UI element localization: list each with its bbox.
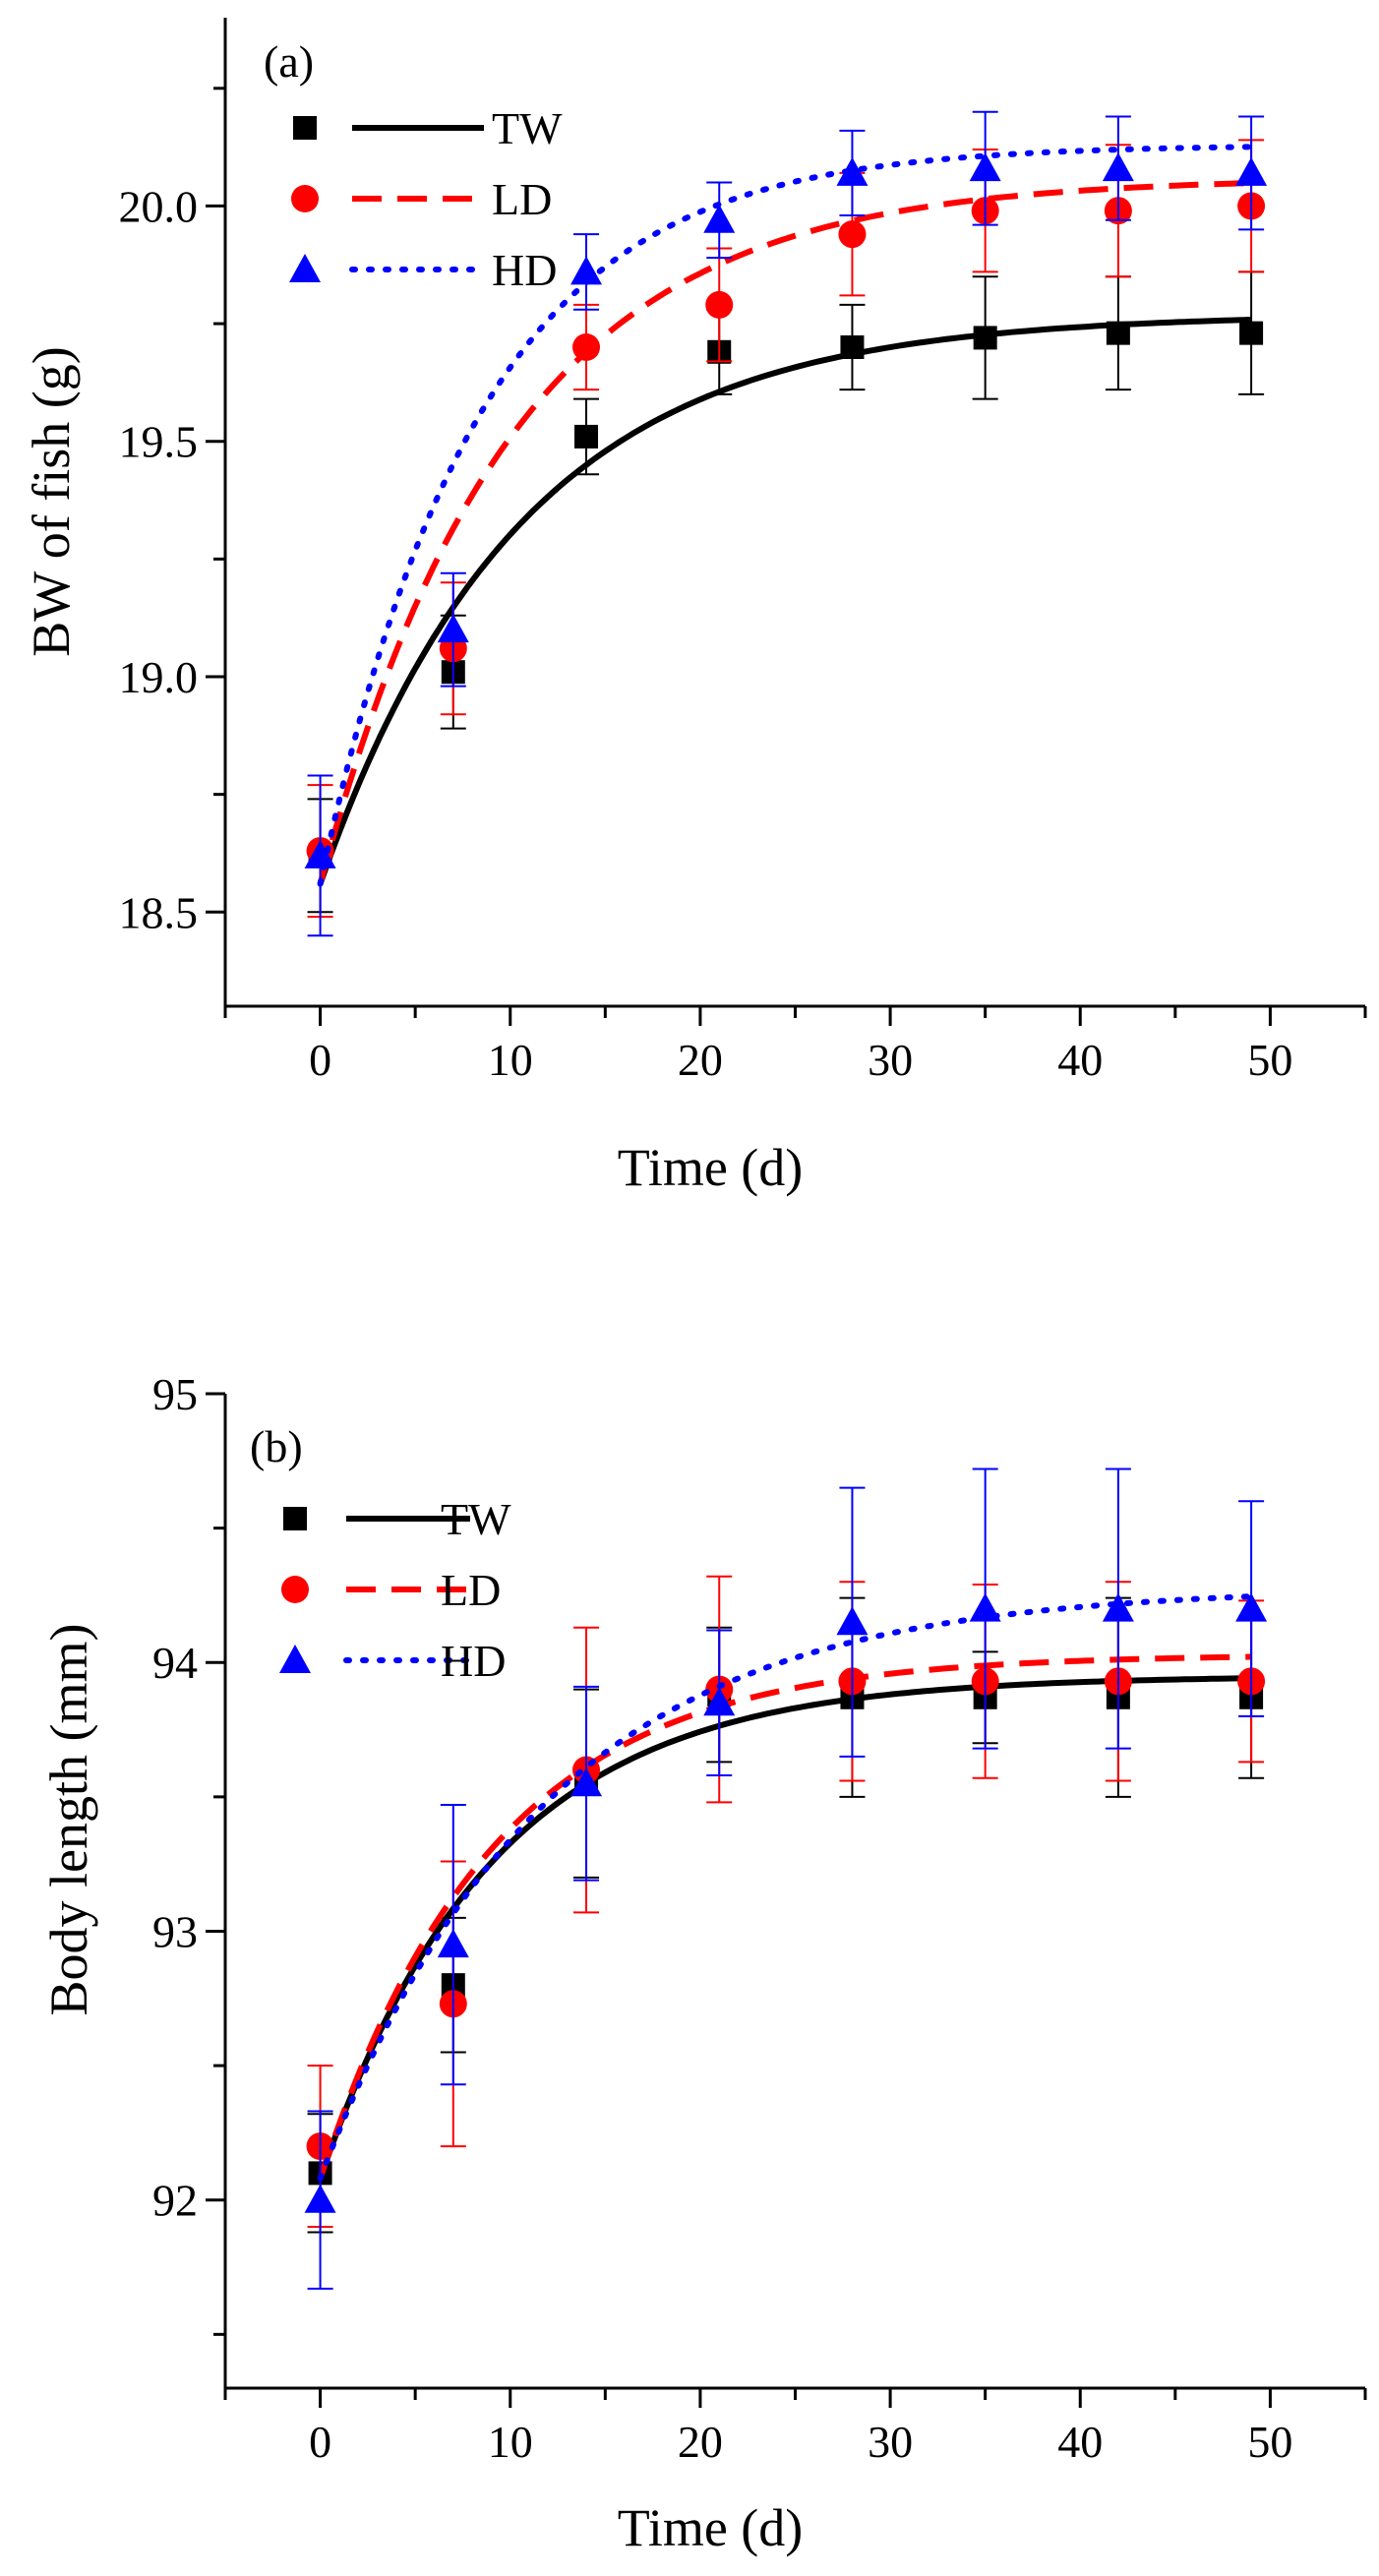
panel-a-legend-hd-marker [289, 254, 321, 282]
panel-a-hd-data-point [969, 152, 1001, 182]
panel-b: (b) Time (d) Body length (mm) 0 10 20 30 40 5… [39, 1369, 1367, 2557]
panel-a-tw-data-point [840, 335, 865, 359]
panel-a-legend: TW LD HD [289, 103, 563, 295]
panel-a-tw-data-point [574, 424, 599, 449]
panel-b-y-tick-label: 94 [152, 1638, 198, 1688]
panel-a-tw-data-point [1239, 321, 1264, 345]
panel-a-legend-ld-marker [291, 185, 319, 212]
panel-a-legend-tw-label: TW [492, 103, 563, 153]
panel-a: (a) Time (d) BW of fish (g) 0 10 20 30 40 50 1… [22, 18, 1367, 1197]
panel-a-x-tick-label: 30 [868, 1035, 913, 1085]
panel-b-legend-ld-label: LD [441, 1565, 501, 1615]
panel-a-hd-data-point [836, 156, 869, 186]
panel-a-y-tick-label: 20.0 [119, 181, 199, 231]
panel-b-legend-tw-marker [283, 1507, 307, 1530]
panel-a-x-tick-label: 20 [678, 1035, 723, 1085]
panel-a-x-axis-title: Time (d) [618, 1138, 804, 1197]
panel-a-hd-data-point [1102, 152, 1134, 182]
panel-a-hd-data-point [703, 204, 736, 233]
panel-a-hd-data-point [570, 256, 603, 285]
panel-b-y-tick-label: 95 [152, 1369, 198, 1419]
panel-b-label: (b) [250, 1421, 303, 1471]
panel-b-x-tick-label: 50 [1247, 2417, 1292, 2467]
panel-b-hd-data-point [1102, 1592, 1134, 1622]
panel-a-tw-fit-line [317, 317, 1252, 885]
panel-a-y-tick-label: 19.5 [119, 417, 199, 467]
panel-b-hd-data-point [836, 1606, 869, 1636]
panel-a-y-axis-title: BW of fish (g) [22, 346, 81, 656]
panel-b-hd-data-point [437, 1929, 469, 1958]
panel-b-hd-data-point [304, 2184, 336, 2213]
panel-a-tw-data-point [1106, 321, 1130, 345]
panel-b-x-tick-label: 20 [678, 2417, 723, 2467]
panel-a-legend-hd-label: HD [492, 245, 557, 295]
panel-a-series-tw [307, 270, 1265, 914]
panel-a-ld-data-point [838, 220, 867, 249]
panel-b-hd-fit-line [317, 1593, 1255, 2182]
panel-b-x-tick-label: 40 [1057, 2417, 1103, 2467]
panel-b-y-tick-label: 92 [152, 2176, 198, 2226]
panel-a-ld-fit-line [317, 180, 1252, 885]
panel-b-x-tick-label: 30 [868, 2417, 913, 2467]
panel-b-hd-data-point [703, 1687, 736, 1716]
panel-b-y-axis-title: Body length (mm) [39, 1624, 98, 2016]
panel-b-legend-hd-marker [279, 1645, 311, 1673]
panel-a-hd-data-point [1235, 156, 1268, 186]
panel-a-ld-data-point [705, 290, 734, 319]
panel-b-legend-ld-marker [281, 1576, 309, 1603]
panel-a-hd-data-point [437, 614, 469, 643]
panel-a-x-tick-label: 50 [1247, 1035, 1292, 1085]
panel-b-legend-tw-label: TW [441, 1494, 511, 1544]
panel-b-series-hd [304, 1468, 1268, 2290]
panel-a-y-tick-label: 18.5 [119, 887, 199, 937]
panel-b-legend-hd-label: HD [441, 1636, 506, 1686]
panel-a-y-tick-label: 19.0 [119, 652, 199, 702]
panel-b-x-axis-title: Time (d) [618, 2498, 804, 2557]
panel-b-tw-fit-line [317, 1675, 1252, 2180]
panel-a-legend-ld-label: LD [492, 174, 552, 224]
panel-b-x-tick-label: 0 [309, 2417, 331, 2467]
panel-a-x-tick-label: 10 [488, 1035, 533, 1085]
panel-b-legend: TW LD HD [279, 1494, 511, 1686]
panel-b-hd-data-point [969, 1592, 1001, 1622]
panel-a-ld-data-point [572, 333, 601, 361]
panel-a-series-ld [306, 139, 1266, 919]
panel-a-x-tick-label: 0 [309, 1035, 331, 1085]
panel-a-x-tick-label: 40 [1057, 1035, 1103, 1085]
panel-a-hd-data-point [304, 839, 336, 869]
panel-a-series-hd [304, 110, 1268, 937]
panel-b-y-tick-label: 93 [152, 1906, 198, 1956]
panel-a-label: (a) [264, 36, 314, 87]
panel-b-x-tick-label: 10 [488, 2417, 533, 2467]
panel-a-legend-tw-marker [293, 116, 317, 140]
panel-b-hd-data-point [570, 1767, 603, 1797]
panel-a-tw-data-point [973, 326, 997, 350]
panel-a-hd-fit-line [317, 144, 1255, 887]
panel-b-hd-data-point [1235, 1592, 1268, 1622]
